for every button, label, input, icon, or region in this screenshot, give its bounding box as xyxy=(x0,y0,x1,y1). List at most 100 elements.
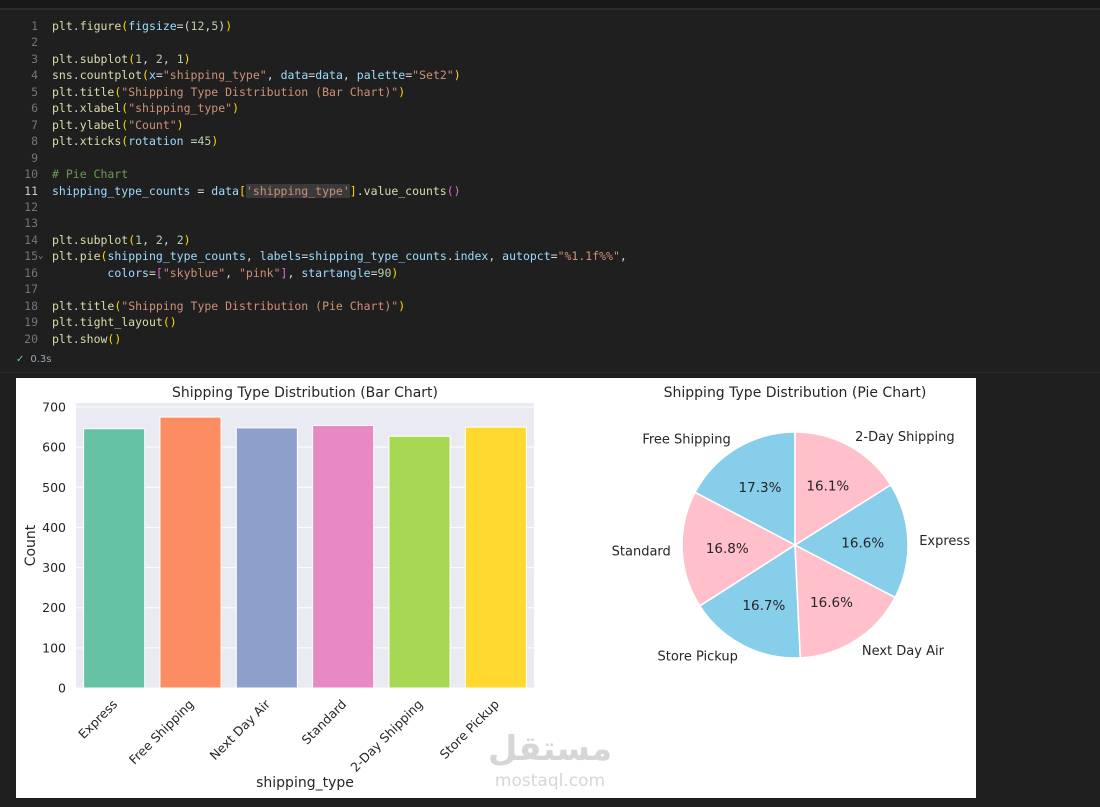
bar-free-shipping xyxy=(159,416,222,689)
pie-pct-label: 16.6% xyxy=(841,535,884,551)
code-line[interactable]: 1 plt.figure(figsize=(12,5)) xyxy=(0,18,1100,34)
editor-top-bar xyxy=(0,0,1100,9)
pie-slice-free-shipping xyxy=(694,431,796,547)
bar-store-pickup xyxy=(464,426,527,689)
line-number: 9 xyxy=(31,150,38,165)
check-icon: ✓ xyxy=(16,354,25,365)
y-tick-label: 400 xyxy=(42,520,66,535)
code-text: plt.xlabel("shipping_type") xyxy=(52,101,239,116)
code-text: plt.title("Shipping Type Distribution (B… xyxy=(52,84,406,99)
line-number: 6 xyxy=(31,101,38,116)
bar-chart-title: Shipping Type Distribution (Bar Chart) xyxy=(172,385,438,401)
line-number: 10 xyxy=(24,167,38,182)
code-line[interactable]: 20 plt.show() xyxy=(0,331,1100,347)
y-tick-label: 300 xyxy=(42,560,66,575)
code-text: colors=["skyblue", "pink"], startangle=9… xyxy=(107,265,399,280)
code-line[interactable]: 18 plt.title("Shipping Type Distribution … xyxy=(0,298,1100,314)
bar-2-day-shipping xyxy=(388,435,451,689)
pie-category-label: Store Pickup xyxy=(657,649,737,664)
y-tick-label: 700 xyxy=(42,400,66,415)
code-line[interactable]: 13 xyxy=(0,215,1100,231)
pie-slice-store-pickup xyxy=(698,543,802,659)
code-text: # Pie Chart xyxy=(52,167,129,182)
code-line[interactable]: 15 ⌄ plt.pie(shipping_type_counts, labels=… xyxy=(0,248,1100,264)
code-text: shipping_type_counts = data['shipping_ty… xyxy=(52,183,461,198)
code-text: plt.xticks(rotation =45) xyxy=(52,134,219,149)
code-line[interactable]: 16 colors=["skyblue", "pink"], startangl… xyxy=(0,265,1100,281)
pie-slice-express xyxy=(793,483,909,599)
line-number: 14 xyxy=(24,232,38,247)
code-line[interactable]: 3 plt.subplot(1, 2, 1) xyxy=(0,51,1100,67)
code-line[interactable]: 11 shipping_type_counts = data['shipping_… xyxy=(0,183,1100,199)
x-tick-label: Free Shipping xyxy=(126,697,197,768)
line-number: 12 xyxy=(24,199,38,214)
pie-chart-title: Shipping Type Distribution (Pie Chart) xyxy=(664,385,927,401)
pie-slice-2-day-shipping xyxy=(794,431,892,547)
y-tick-label: 500 xyxy=(42,480,66,495)
code-line[interactable]: 4 sns.countplot(x="shipping_type", data=d… xyxy=(0,67,1100,83)
code-cell[interactable]: 1 plt.figure(figsize=(12,5)) 2 3 plt.subplot… xyxy=(0,9,1100,373)
code-line[interactable]: 14 plt.subplot(1, 2, 2) xyxy=(0,232,1100,248)
code-line[interactable]: 12 xyxy=(0,199,1100,215)
bar-standard xyxy=(312,424,375,689)
watermark-arabic: مستقل xyxy=(488,729,612,769)
fold-chevron-icon[interactable]: ⌄ xyxy=(38,251,44,262)
pie-slice-next-day-air xyxy=(794,543,897,659)
x-tick-label: Standard xyxy=(298,697,349,748)
code-text: plt.pie(shipping_type_counts, labels=shi… xyxy=(52,249,627,264)
y-tick-label: 200 xyxy=(42,600,66,615)
line-number: 15 xyxy=(24,249,38,264)
line-number: 8 xyxy=(31,134,38,149)
line-number: 20 xyxy=(24,331,38,346)
pie-pct-label: 16.7% xyxy=(742,598,785,614)
pie-category-label: 2-Day Shipping xyxy=(855,430,954,445)
line-number: 2 xyxy=(31,35,38,50)
pie-category-label: Standard xyxy=(612,544,671,559)
bar-next-day-air xyxy=(235,427,298,689)
line-number: 3 xyxy=(31,51,38,66)
line-number: 4 xyxy=(31,68,38,83)
bar-plot-area xyxy=(76,403,534,688)
code-line[interactable]: 5 plt.title("Shipping Type Distribution (… xyxy=(0,84,1100,100)
pie-pct-label: 16.1% xyxy=(806,479,849,495)
execution-time: 0.3s xyxy=(30,354,52,365)
code-line[interactable]: 6 plt.xlabel("shipping_type") xyxy=(0,100,1100,116)
line-number: 19 xyxy=(24,315,38,330)
y-tick-label: 0 xyxy=(58,681,66,696)
code-line[interactable]: 2 xyxy=(0,34,1100,50)
x-tick-label: Express xyxy=(75,697,120,742)
code-line[interactable]: 10 # Pie Chart xyxy=(0,166,1100,182)
x-tick-label: 2-Day Shipping xyxy=(347,697,425,775)
code-line[interactable]: 17 xyxy=(0,281,1100,297)
pie-pct-label: 16.8% xyxy=(706,541,749,557)
code-line[interactable]: 9 xyxy=(0,150,1100,166)
y-axis-label: Count xyxy=(23,524,39,566)
pie-category-label: Next Day Air xyxy=(862,644,945,659)
cell-output: 0 100 200 300 400 500 600 700 Express Free Shippi… xyxy=(16,378,976,798)
pie-category-label: Free Shipping xyxy=(642,433,730,448)
code-text: plt.subplot(1, 2, 1) xyxy=(52,51,191,66)
code-line[interactable]: 19 plt.tight_layout() xyxy=(0,314,1100,330)
line-number: 13 xyxy=(24,216,38,231)
code-text: plt.ylabel("Count") xyxy=(52,117,184,132)
line-number: 11 xyxy=(24,183,38,198)
pie-slice-standard xyxy=(681,491,797,607)
pie-pct-label: 16.6% xyxy=(810,595,853,611)
bar-express xyxy=(83,428,146,689)
execution-status: ✓ 0.3s xyxy=(16,354,52,368)
line-number: 18 xyxy=(24,298,38,313)
code-text: plt.subplot(1, 2, 2) xyxy=(52,232,191,247)
y-tick-label: 100 xyxy=(42,640,66,655)
code-line[interactable]: 7 plt.ylabel("Count") xyxy=(0,117,1100,133)
line-number: 1 xyxy=(31,19,38,33)
x-axis-label: shipping_type xyxy=(256,775,354,791)
line-number: 17 xyxy=(24,282,38,297)
line-number: 16 xyxy=(24,265,38,280)
code-text: plt.show() xyxy=(52,331,122,346)
pie-pct-label: 17.3% xyxy=(739,480,782,496)
code-line[interactable]: 8 plt.xticks(rotation =45) xyxy=(0,133,1100,149)
code-text: plt.tight_layout() xyxy=(52,315,177,330)
code-text: plt.figure(figsize=(12,5)) xyxy=(52,19,233,33)
watermark-latin: mostaql.com xyxy=(495,771,605,791)
